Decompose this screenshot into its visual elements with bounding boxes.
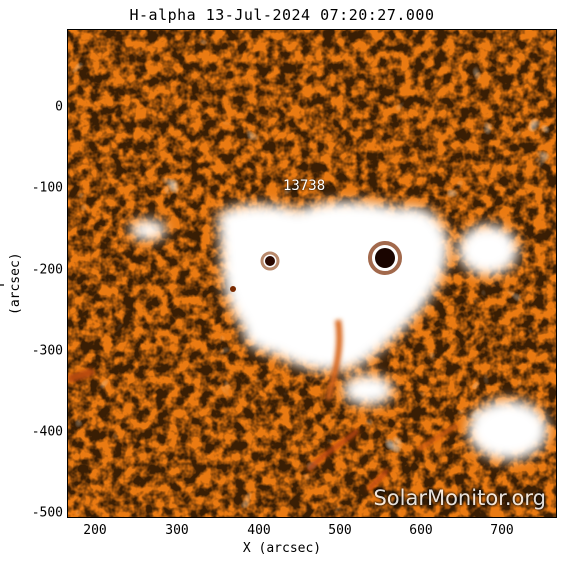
x-tick-label: 300	[165, 523, 189, 538]
x-tick-label: 600	[409, 523, 433, 538]
active-region-label: 13738	[283, 178, 326, 194]
x-tick-label: 400	[247, 523, 271, 538]
x-tick-label: 200	[83, 523, 107, 538]
x-tick-label: 700	[490, 523, 514, 538]
y-tick-label: -400	[31, 424, 63, 440]
x-tick-label: 500	[328, 523, 352, 538]
pore	[230, 286, 236, 292]
solar-image-plot	[67, 29, 557, 518]
x-axis-label: X (arcsec)	[242, 541, 322, 556]
sunspot-leading	[375, 248, 395, 268]
halpha-image	[68, 30, 556, 517]
y-tick-label: -100	[31, 180, 63, 196]
y-tick-label: -200	[31, 262, 63, 278]
y-tick-label: 0	[55, 99, 63, 115]
y-axis-label: Y (arcsec)	[0, 252, 23, 315]
watermark: SolarMonitor.org	[373, 486, 546, 510]
y-tick-label: -500	[31, 505, 63, 521]
image-title: H-alpha 13-Jul-2024 07:20:27.000	[129, 6, 435, 24]
sunspot-following	[265, 256, 275, 266]
y-tick-label: -300	[31, 343, 63, 359]
